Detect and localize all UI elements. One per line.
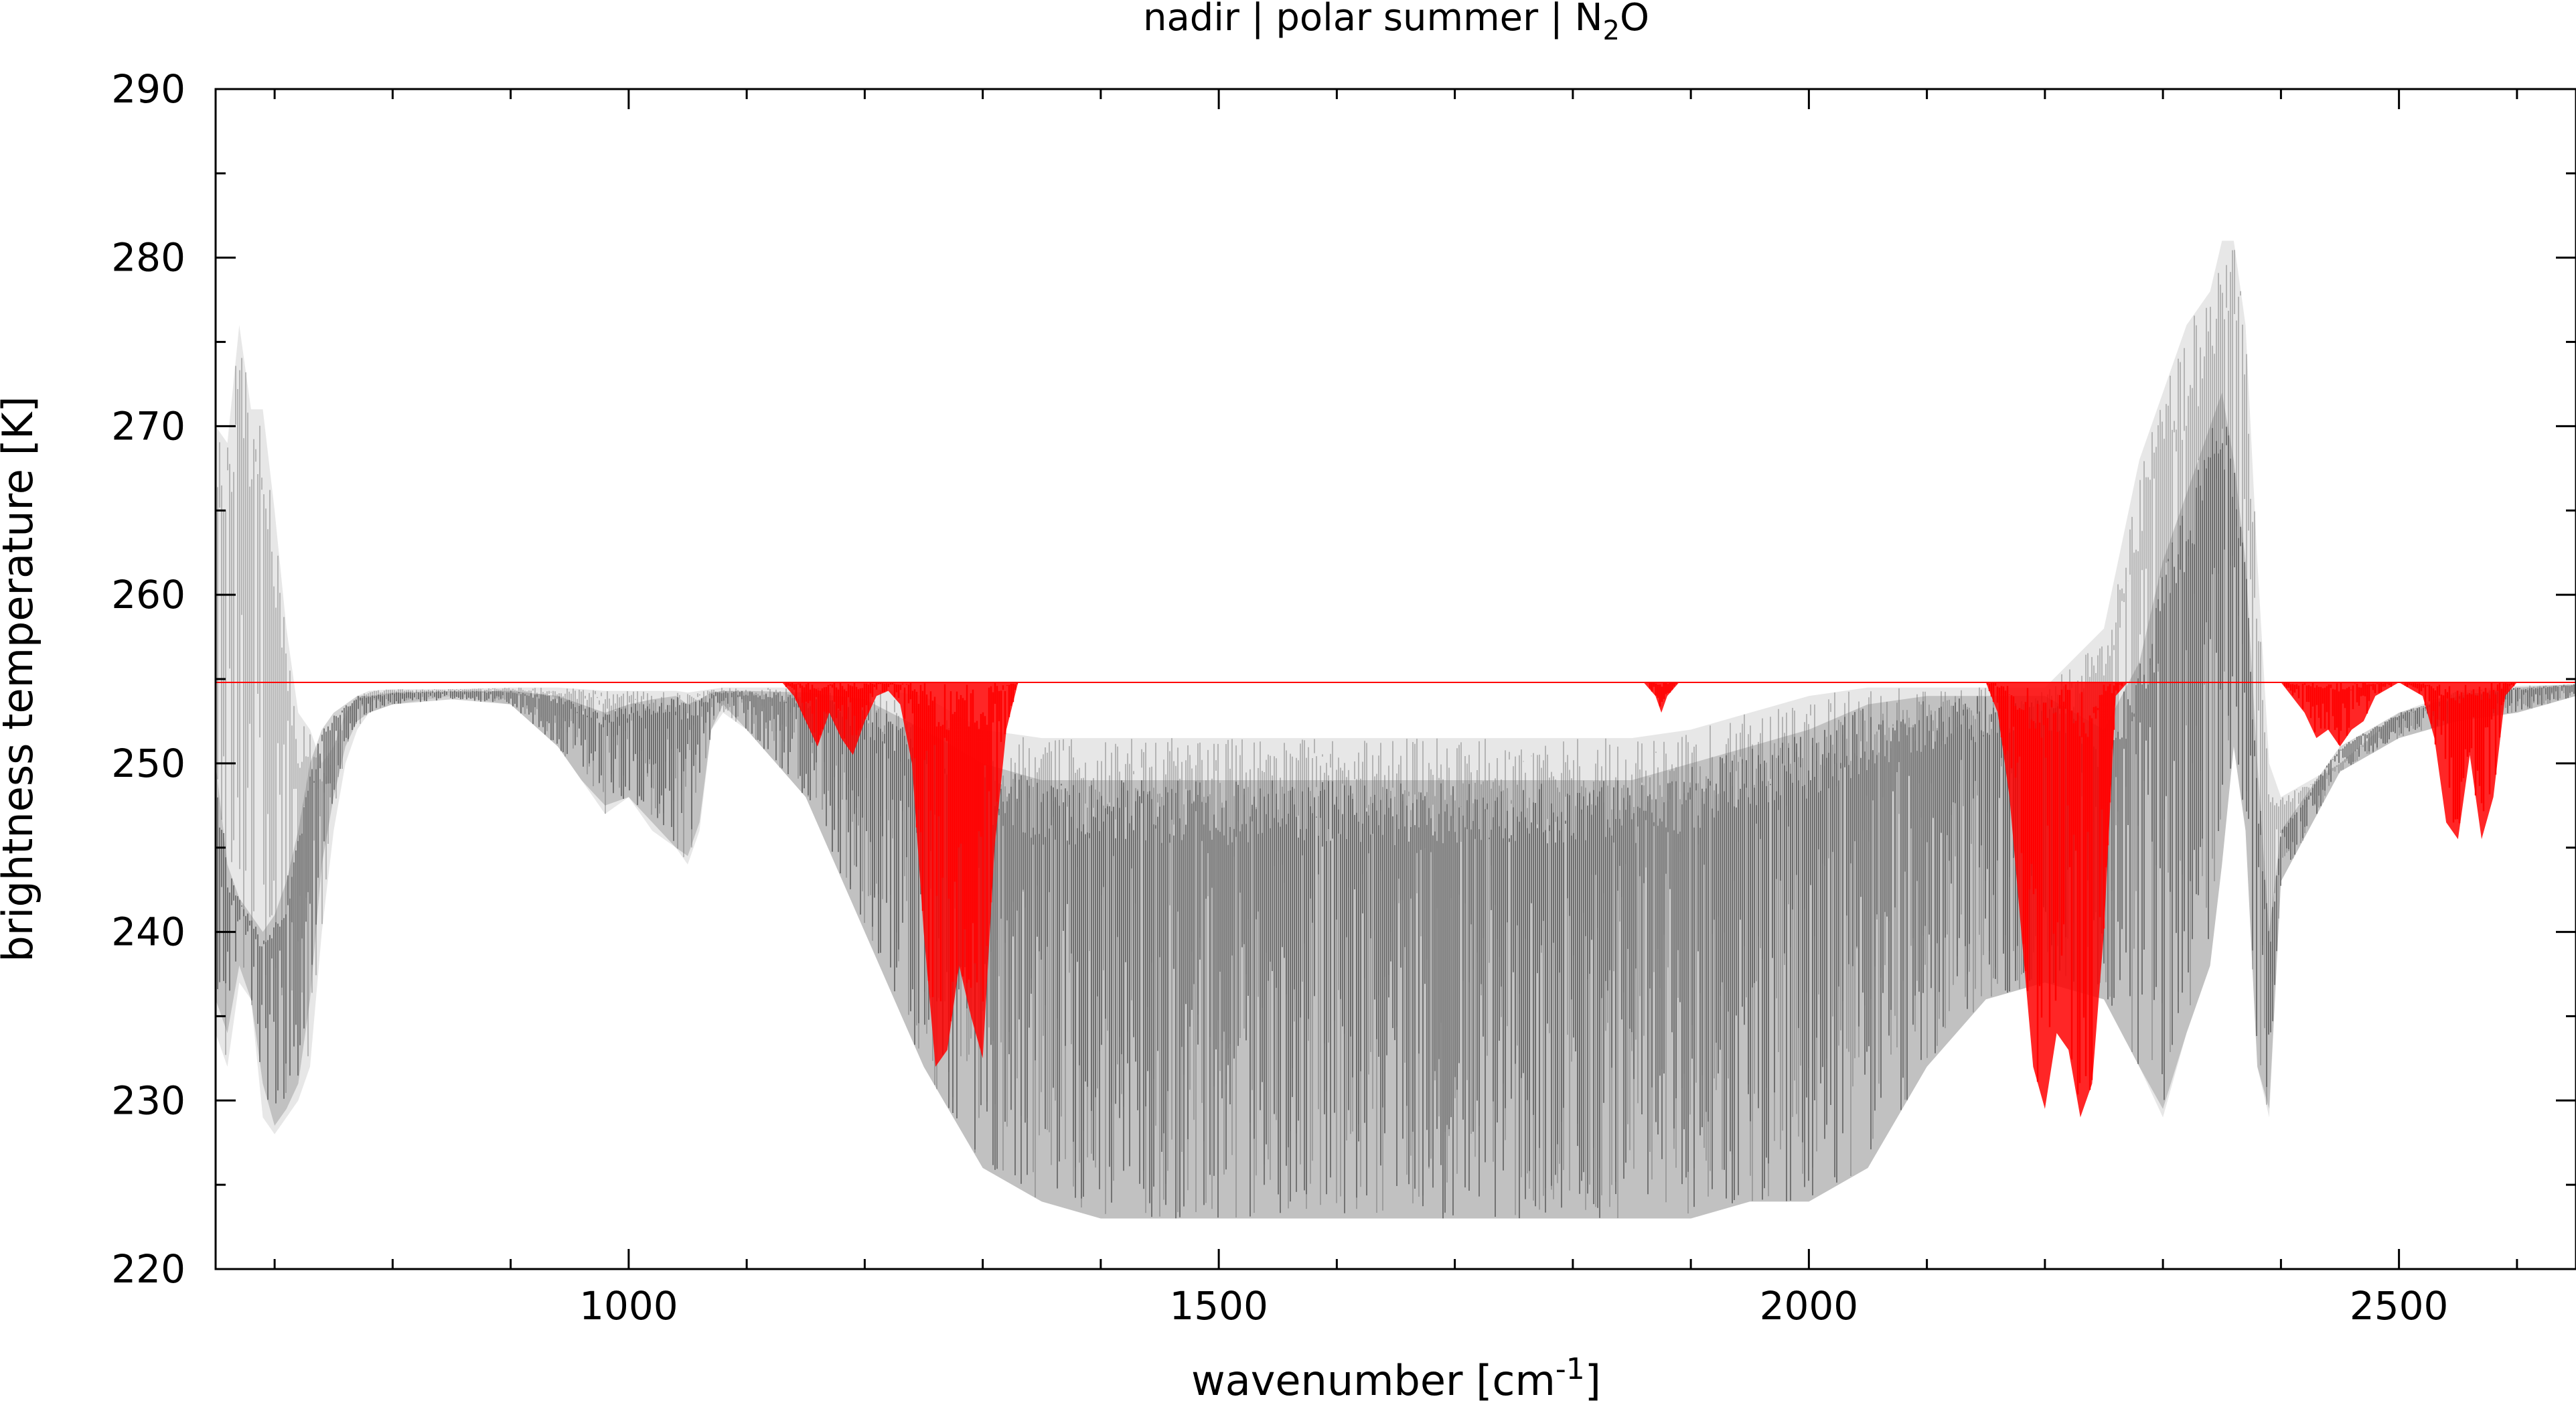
series-1 <box>215 392 2576 1219</box>
x-tick-label: 1000 <box>579 1283 678 1329</box>
x-tick-label: 2500 <box>2350 1283 2449 1329</box>
y-tick-label: 280 <box>111 235 185 281</box>
x-tick-label: 1500 <box>1169 1283 1268 1329</box>
y-axis-label: brightness temperature [K] <box>0 396 42 962</box>
series-2 <box>216 682 2576 1118</box>
chart-title: nadir | polar summer | N2O <box>1143 0 1649 46</box>
tick-layer: 220 230 240 250 260 270 280 290 1000 1500 2000 2500 <box>111 66 2576 1329</box>
series-layer <box>215 240 2576 1219</box>
y-tick-label: 270 <box>111 403 185 449</box>
y-tick-label: 240 <box>111 909 185 955</box>
series-1-envelope <box>216 392 2576 1219</box>
x-tick-label: 2000 <box>1760 1283 1859 1329</box>
y-tick-label: 290 <box>111 66 185 112</box>
y-tick-label: 260 <box>111 572 185 617</box>
series-0-envelope <box>216 240 2576 1219</box>
series-2-lines <box>785 682 2515 1095</box>
y-tick-label: 250 <box>111 741 185 786</box>
x-axis-label: wavenumber [cm-1] <box>1191 1352 1601 1405</box>
y-tick-label: 230 <box>111 1078 185 1123</box>
y-tick-label: 220 <box>111 1246 185 1292</box>
